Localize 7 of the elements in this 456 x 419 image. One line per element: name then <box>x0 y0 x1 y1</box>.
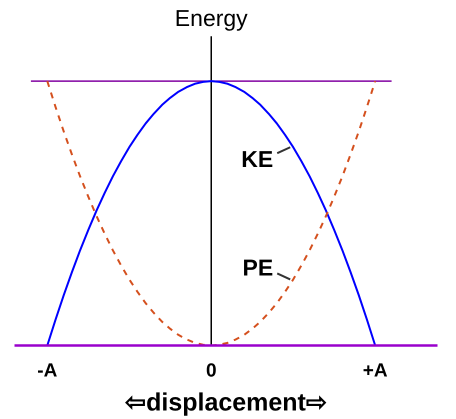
x-tick-label: -A <box>37 360 58 382</box>
series-label: PE <box>242 254 274 280</box>
x-tick-label: +A <box>362 360 388 382</box>
x-tick-label: 0 <box>206 360 217 382</box>
x-axis-title: ⇦displacement⇨ <box>125 388 327 416</box>
series-label: KE <box>241 146 274 172</box>
y-axis-title: Energy <box>174 5 248 32</box>
